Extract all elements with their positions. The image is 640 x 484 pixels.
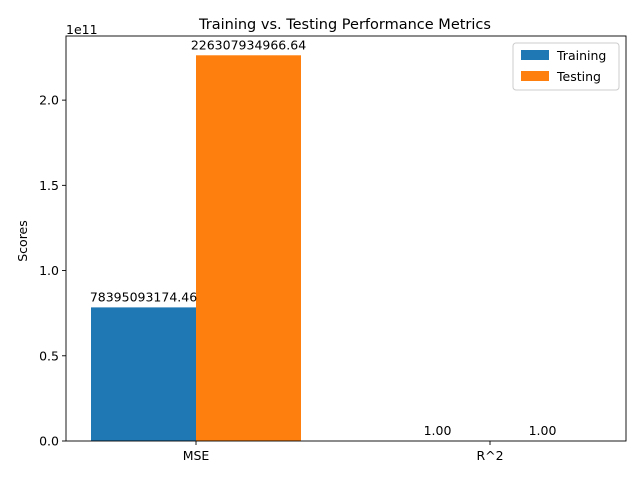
y-tick-label: 2.0 [39, 93, 59, 108]
y-tick-label: 1.0 [39, 263, 59, 278]
legend-label-testing: Testing [556, 69, 601, 84]
x-tick-label: R^2 [476, 448, 503, 463]
axes-spines [65, 35, 627, 442]
x-axis: MSE R^2 [183, 441, 504, 463]
y-tick-label: 0.5 [39, 348, 59, 363]
legend-swatch-testing [521, 71, 549, 81]
axes-frame [65, 35, 627, 442]
y-tick-label: 0.0 [39, 434, 59, 449]
x-tick-label: MSE [183, 448, 210, 463]
bar-value-label: 1.00 [529, 423, 557, 438]
bar-testing-mse [196, 55, 301, 441]
bar-value-label: 1.00 [424, 423, 452, 438]
y-axis-scale-label: 1e11 [66, 22, 98, 37]
legend: Training Testing [512, 42, 620, 91]
y-axis: 0.0 0.5 1.0 1.5 2.0 [39, 93, 66, 449]
legend-label-training: Training [556, 48, 606, 63]
y-tick-label: 1.5 [39, 178, 59, 193]
bars [91, 55, 301, 441]
bar-training-mse [91, 307, 196, 441]
chart-title: Training vs. Testing Performance Metrics [198, 17, 491, 33]
legend-swatch-training [521, 50, 549, 60]
bar-value-labels: 78395093174.46 226307934966.64 1.00 1.00 [90, 37, 557, 438]
bar-value-label: 226307934966.64 [191, 37, 306, 52]
y-axis-label: Scores [15, 220, 30, 262]
bar-value-label: 78395093174.46 [90, 289, 197, 304]
